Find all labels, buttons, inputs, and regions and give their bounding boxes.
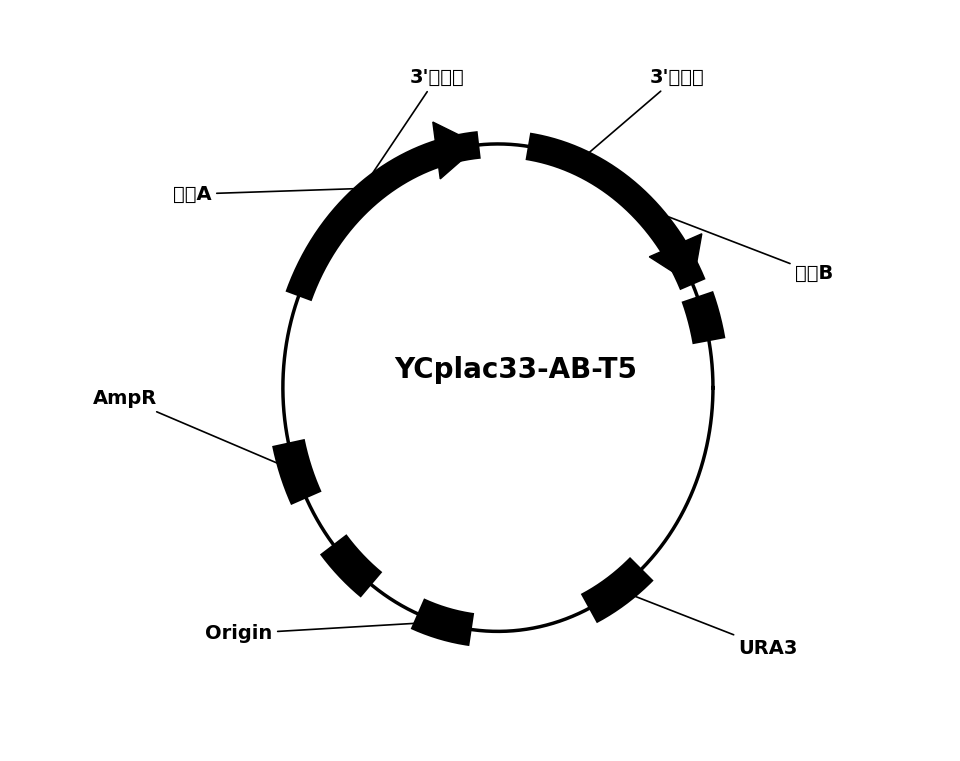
- Polygon shape: [649, 234, 702, 285]
- Text: YCplac33-AB-T5: YCplac33-AB-T5: [395, 355, 637, 384]
- Text: 3'粘末端: 3'粘末端: [340, 68, 465, 222]
- Text: 3'粘末端: 3'粘末端: [581, 68, 705, 160]
- Polygon shape: [433, 122, 479, 179]
- Text: AmpR: AmpR: [93, 389, 294, 470]
- Text: 序列B: 序列B: [644, 208, 833, 282]
- Text: Origin: Origin: [204, 622, 436, 643]
- Text: URA3: URA3: [621, 591, 798, 658]
- Text: 序列A: 序列A: [173, 185, 372, 204]
